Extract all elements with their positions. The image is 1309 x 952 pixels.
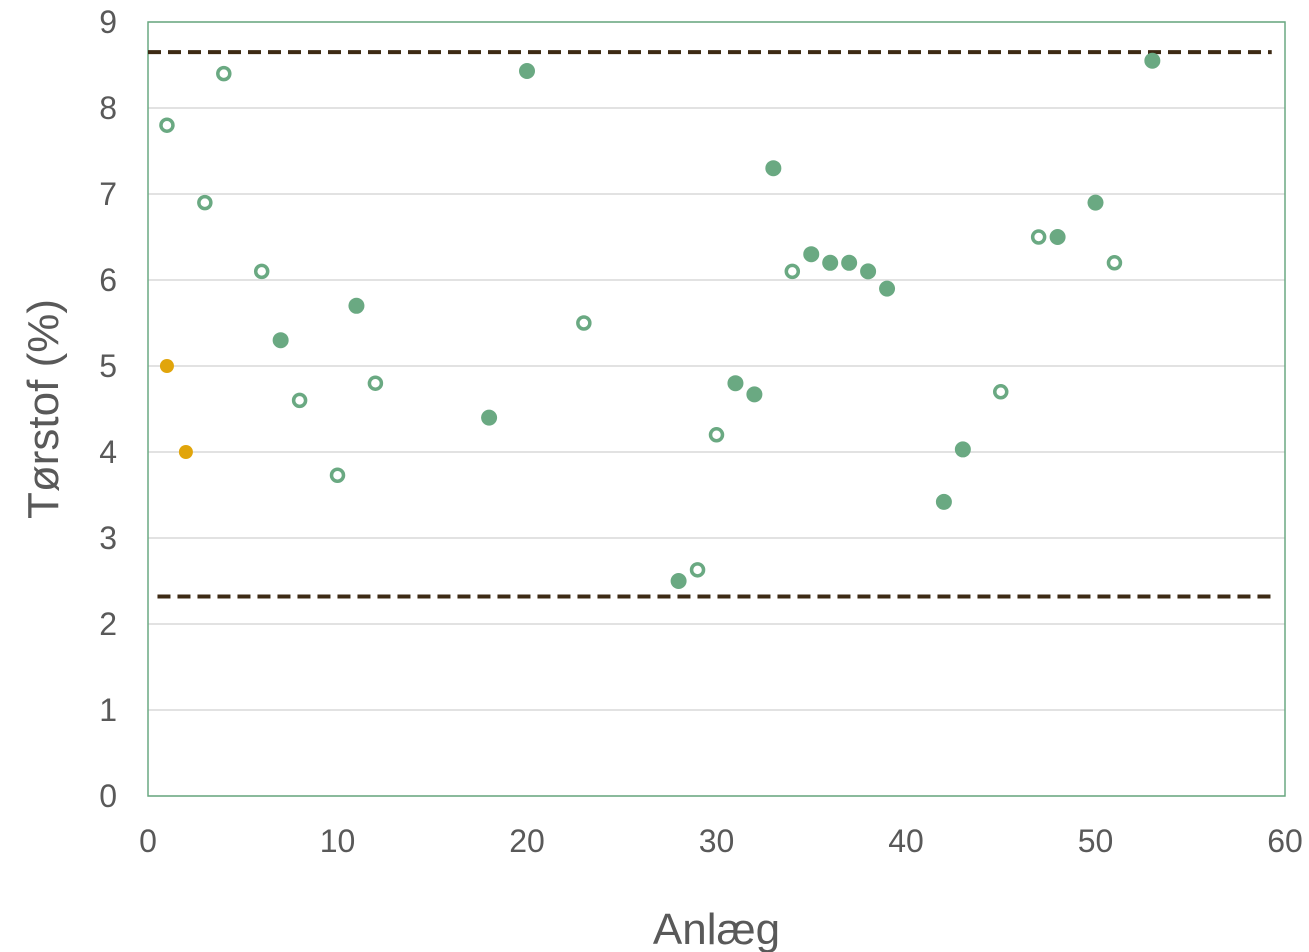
data-point-s0-6 [746,386,763,403]
y-tick-label-3: 3 [99,520,117,556]
data-point-s1-0 [159,117,175,133]
y-tick-label-4: 4 [99,434,117,470]
x-axis-title: Anlæg [653,905,780,952]
data-point-s0-9 [822,254,839,271]
data-point-s1-4 [291,392,308,409]
data-point-s0-11 [860,263,877,280]
data-point-s0-16 [1087,194,1104,211]
y-axis-ticks: 0 1 2 3 4 5 6 7 8 9 [99,4,117,814]
data-point-s1-7 [576,315,592,331]
data-point-s0-7 [765,160,782,177]
x-tick-label-20: 20 [509,823,545,859]
x-tick-label-10: 10 [320,823,356,859]
data-point-s2-0 [159,359,174,373]
data-points [159,52,1161,589]
y-tick-label-8: 8 [99,90,117,126]
gridlines [148,21,1285,797]
reference-lines [148,50,1278,599]
data-point-s0-15 [1049,229,1066,245]
data-point-s0-4 [670,573,687,589]
data-point-s1-12 [1030,229,1047,245]
data-point-s0-5 [727,375,744,392]
data-point-s1-8 [689,562,706,578]
x-tick-label-40: 40 [888,823,924,859]
data-point-s2-1 [178,445,193,459]
data-point-s1-2 [216,65,232,82]
data-point-s0-0 [272,332,289,349]
data-point-s1-6 [367,375,384,391]
data-point-s0-14 [954,441,971,458]
data-point-s0-12 [879,280,896,297]
data-point-s0-13 [935,493,952,510]
y-axis-title: Tørstof (%) [19,299,68,519]
data-point-s1-13 [1106,255,1123,271]
data-point-s0-8 [803,246,820,263]
x-tick-label-30: 30 [699,823,735,859]
data-point-s0-3 [519,63,535,80]
y-tick-label-5: 5 [99,348,117,384]
y-tick-label-0: 0 [99,778,117,814]
data-point-s1-3 [253,263,270,280]
x-tick-label-50: 50 [1078,823,1114,859]
data-point-s0-1 [348,297,365,314]
data-point-s1-9 [708,427,725,443]
y-tick-label-1: 1 [99,692,117,728]
data-point-s1-1 [197,194,213,211]
data-point-s1-5 [329,467,346,483]
data-point-s1-11 [993,384,1009,400]
data-point-s0-2 [481,409,498,426]
x-tick-label-60: 60 [1267,823,1303,859]
y-tick-label-7: 7 [99,176,117,212]
y-tick-label-2: 2 [99,606,117,642]
plot-area-frame [147,21,1286,797]
y-tick-label-9: 9 [99,4,117,40]
data-point-s1-10 [784,263,801,280]
data-point-s0-17 [1144,52,1161,69]
x-axis-ticks: 0 10 20 30 40 50 60 [139,823,1303,859]
data-point-s0-10 [841,254,858,271]
y-tick-label-6: 6 [99,262,117,298]
x-tick-label-0: 0 [139,823,157,859]
